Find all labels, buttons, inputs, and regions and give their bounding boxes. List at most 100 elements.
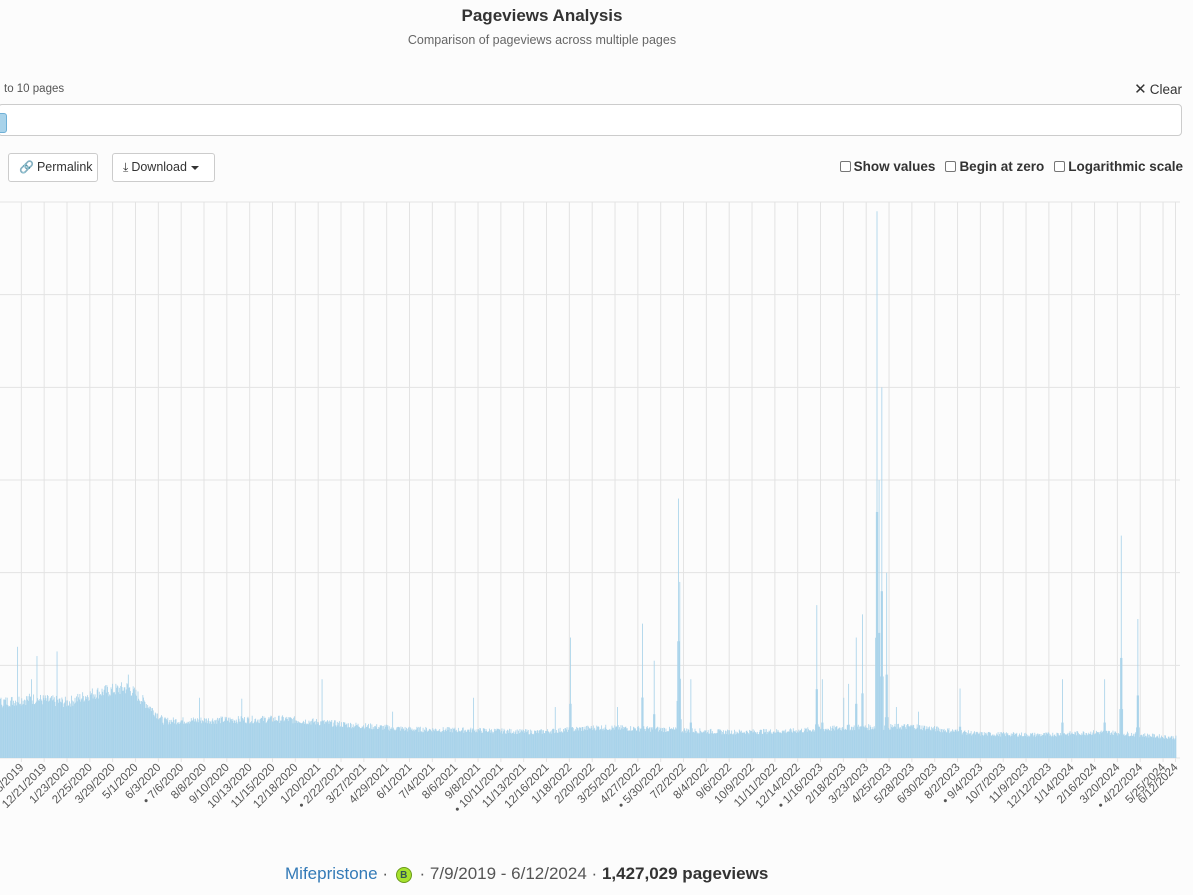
bar: [1014, 734, 1016, 758]
bar: [996, 733, 998, 758]
bar: [820, 728, 822, 758]
bar: [895, 707, 897, 758]
checkbox-box[interactable]: [839, 161, 851, 172]
show-values-checkbox[interactable]: Show values: [839, 159, 935, 174]
bar: [340, 726, 342, 758]
bar: [208, 723, 210, 758]
bar: [24, 699, 25, 758]
bar: [626, 728, 627, 758]
bar: [68, 705, 70, 758]
bar: [722, 731, 724, 758]
bar: [376, 728, 378, 758]
bar: [251, 721, 252, 758]
bar: [177, 722, 178, 758]
bar: [442, 731, 443, 758]
bar: [22, 704, 23, 758]
bar: [572, 727, 573, 758]
bar: [221, 717, 223, 758]
bar: [471, 729, 473, 758]
bar: [871, 728, 873, 758]
bar: [160, 716, 162, 758]
log-scale-checkbox[interactable]: Logarithmic scale: [1054, 159, 1183, 174]
selected-page-token[interactable]: [0, 113, 7, 133]
bar: [943, 728, 945, 758]
bar: [115, 683, 117, 758]
bar: [968, 734, 970, 758]
bar: [757, 734, 759, 758]
bar: [689, 722, 691, 758]
bar: [347, 723, 349, 758]
bar: [350, 722, 351, 758]
bar: [487, 732, 489, 758]
bar: [136, 695, 138, 758]
legend-page-link[interactable]: Mifepristone: [285, 864, 378, 883]
bar: [561, 731, 562, 758]
bar: [1122, 709, 1124, 758]
bar: [509, 732, 511, 758]
bar: [894, 723, 896, 758]
bar: [701, 732, 703, 758]
bar: [99, 695, 101, 758]
bar: [1131, 735, 1133, 758]
bar: [799, 730, 801, 758]
bar: [440, 732, 442, 758]
clear-button[interactable]: ✕ Clear: [1134, 80, 1182, 98]
bar: [570, 637, 571, 758]
bar: [586, 730, 588, 758]
bar: [545, 731, 547, 758]
bar: [437, 731, 439, 758]
bar: [406, 728, 408, 758]
bar: [868, 724, 870, 758]
bar: [619, 729, 621, 758]
bar: [96, 689, 98, 758]
bar: [444, 731, 445, 758]
bar: [963, 731, 965, 758]
bar: [1106, 730, 1108, 758]
bar: [935, 731, 937, 758]
bar: [384, 724, 386, 758]
link-icon: 🔗: [19, 160, 34, 174]
page-select-input[interactable]: [0, 104, 1182, 136]
bar: [448, 727, 450, 758]
bar: [599, 730, 600, 758]
bar: [277, 720, 279, 758]
bar: [341, 722, 342, 758]
bar: [4, 699, 6, 758]
bar: [603, 729, 605, 758]
checkbox-box[interactable]: [1054, 161, 1066, 172]
bar: [735, 731, 737, 758]
bar: [232, 718, 234, 758]
bar: [5, 697, 7, 758]
bar: [27, 696, 29, 758]
bar: [415, 729, 417, 758]
bar: [192, 717, 194, 758]
bar: [337, 725, 339, 758]
bar: [614, 725, 616, 758]
bar: [109, 694, 111, 758]
bar: [1028, 736, 1030, 758]
bar: [437, 730, 439, 758]
pageviews-chart[interactable]: 10/16/2019• 11/18/201912/21/20191/23/202…: [0, 190, 1193, 855]
bar: [98, 691, 100, 758]
quality-badge-icon: B: [395, 866, 412, 883]
bar: [1059, 735, 1061, 758]
bar: [445, 728, 447, 758]
begin-at-zero-checkbox[interactable]: Begin at zero: [945, 159, 1044, 174]
checkbox-box[interactable]: [945, 161, 957, 172]
bar: [997, 732, 999, 758]
bar: [472, 728, 474, 758]
bar: [567, 731, 569, 758]
bar: [518, 733, 520, 758]
bar: [132, 686, 134, 758]
bar: [356, 725, 358, 758]
bar: [199, 697, 201, 758]
bar: [583, 730, 585, 758]
permalink-button[interactable]: 🔗 Permalink: [8, 153, 98, 182]
bar: [143, 697, 144, 758]
bar: [1143, 736, 1145, 758]
bar: [930, 730, 932, 758]
bar: [111, 689, 113, 758]
download-button[interactable]: ⤓ Download: [112, 153, 215, 182]
bar: [253, 723, 254, 758]
bar: [1109, 731, 1110, 758]
